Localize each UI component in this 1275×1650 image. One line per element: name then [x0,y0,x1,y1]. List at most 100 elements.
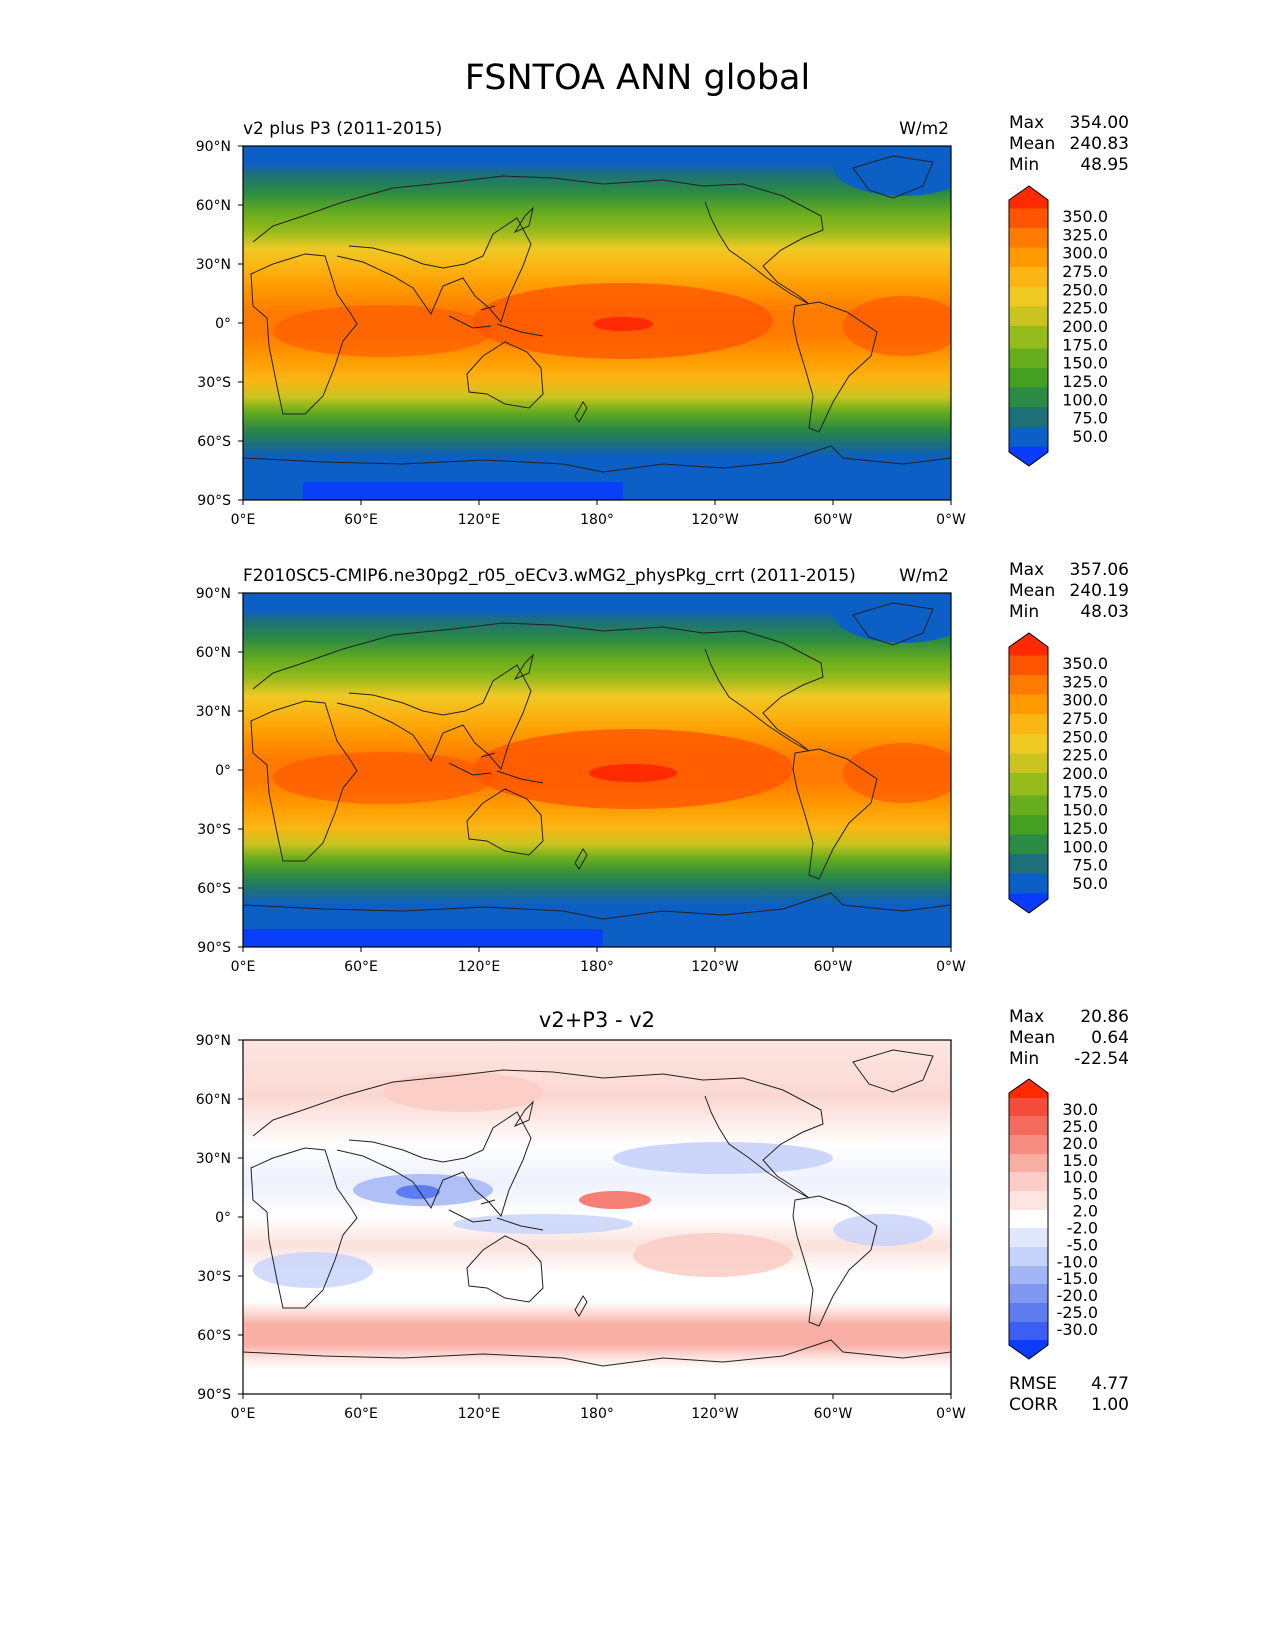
lat-tick-label: 90°N [196,139,231,155]
lon-tick-label: 60°W [814,512,853,528]
colorbar-tick-label: 5.0 [1073,1185,1098,1204]
stat-label: Max [1009,113,1044,133]
colorbar-tick-label: 225.0 [1062,299,1108,318]
stat-value: 4.77 [1091,1374,1129,1394]
panel-3-colorbar: 30.025.020.015.010.05.02.0-2.0-5.0-10.0-… [1008,1078,1098,1360]
panel-2-stats: Max 357.06 Mean 240.19 Min 48.03 [1009,560,1129,622]
panel-3-map: 90°N 60°N 30°N 0° 30°S 60°S 90°S0°E 60°E 120°E 18… [196,1033,966,1422]
colorbar-tick-label: 150.0 [1062,354,1108,373]
lat-tick-label: 30°S [197,1269,231,1285]
colorbar-tick-label: 200.0 [1062,317,1108,336]
panel-2-antarctic-min [243,929,603,947]
lon-tick-label: 120°W [691,1406,739,1422]
colorbar-tick-label: 275.0 [1062,709,1108,728]
colorbar-tick-label: -5.0 [1067,1235,1098,1254]
colorbar-tick-label: 50.0 [1072,874,1108,893]
panel-2-greenland-low [833,593,951,643]
panel-2-units: W/m2 [899,566,949,586]
lat-tick-label: 60°N [196,645,231,661]
panel-2-max-region [589,764,677,782]
colorbar-tick-label: 350.0 [1062,654,1108,673]
stat-value: 0.64 [1091,1028,1129,1048]
panel-3-positive-anomaly-south-pacific [633,1233,793,1277]
colorbar-tick-label: 300.0 [1062,691,1108,710]
panel-3-negative-anomaly-pacific [613,1142,833,1174]
colorbar-tick-label: 200.0 [1062,764,1108,783]
colorbar-tick-label: -30.0 [1057,1320,1098,1339]
panel-2-ticks: 90°N 60°N 30°N 0° 30°S 60°S 90°S0°E 60°E 120°E 18… [196,586,966,975]
lon-tick-label: 0°W [936,1406,966,1422]
panel-2-map: 90°N 60°N 30°N 0° 30°S 60°S 90°S0°E 60°E 120°E 18… [196,586,966,975]
colorbar-tick-label: 75.0 [1072,409,1108,428]
colorbar-tick-label: 30.0 [1062,1100,1098,1119]
stat-label: Max [1009,1007,1044,1027]
colorbar-tick-label: 75.0 [1072,856,1108,875]
panel-2-left-title: F2010SC5-CMIP6.ne30pg2_r05_oECv3.wMG2_ph… [243,566,856,586]
lon-tick-label: 120°E [458,512,501,528]
lon-tick-label: 60°E [344,959,378,975]
panel-3-negative-anomaly-atlantic [833,1214,933,1246]
lat-tick-label: 90°S [197,1387,231,1403]
lat-tick-label: 60°S [197,434,231,450]
panel-1-max-region [593,317,653,331]
lat-tick-label: 0° [215,316,231,332]
colorbar-tick-label: 50.0 [1072,427,1108,446]
colorbar-tick-label: 100.0 [1062,837,1108,856]
lat-tick-label: 60°N [196,198,231,214]
panel-3-bottom-stats: RMSE 4.77 CORR 1.00 [1009,1374,1129,1415]
lat-tick-label: 30°N [196,257,231,273]
colorbar-tick-label: -2.0 [1067,1218,1098,1237]
panel-1-map: 90°N 60°N 30°N 0° 30°S 60°S 90°S0°E 60°E 120°E 18… [196,139,966,528]
panel-3-negative-anomaly-south-atlantic [253,1252,373,1288]
panel-1-atlantic-band [843,296,951,356]
stat-label: Max [1009,560,1044,580]
panel-2-indian-ocean-band [273,752,493,804]
stat-value: 48.95 [1080,155,1129,175]
panel-3: v2+P3 - v2 90°N 60°N 30°N 0° 30°S 60°S 90°S0°E… [196,1007,1129,1422]
colorbar-tick-label: -10.0 [1057,1252,1098,1271]
lon-tick-label: 120°E [458,959,501,975]
lon-tick-label: 180° [580,512,614,528]
colorbar-tick-label: 125.0 [1062,372,1108,391]
lat-tick-label: 0° [215,1210,231,1226]
panel-1-stats: Max 354.00 Mean 240.83 Min 48.95 [1009,113,1129,175]
colorbar-tick-label: 250.0 [1062,280,1108,299]
stat-value: 240.83 [1070,134,1129,154]
stat-label: Mean [1009,581,1055,601]
stat-value: 48.03 [1080,602,1129,622]
stat-value: 20.86 [1080,1007,1129,1027]
colorbar-tick-label: 20.0 [1062,1134,1098,1153]
lat-tick-label: 30°N [196,1151,231,1167]
panel-3-bay-of-bengal-min [396,1185,440,1199]
lon-tick-label: 0°W [936,959,966,975]
panel-3-positive-anomaly-siberia [383,1072,543,1112]
lon-tick-label: 0°E [231,959,256,975]
colorbar-tick-label: 325.0 [1062,225,1108,244]
lon-tick-label: 180° [580,959,614,975]
lat-tick-label: 90°N [196,1033,231,1049]
stat-value: 357.06 [1070,560,1129,580]
colorbar-tick-label: 100.0 [1062,390,1108,409]
panel-2-atlantic-band [843,743,951,803]
stat-value: 1.00 [1091,1395,1129,1415]
lon-tick-label: 120°E [458,1406,501,1422]
lon-tick-label: 60°E [344,1406,378,1422]
panel-2: F2010SC5-CMIP6.ne30pg2_r05_oECv3.wMG2_ph… [196,560,1129,975]
lat-tick-label: 60°S [197,881,231,897]
colorbar-tick-label: 325.0 [1062,672,1108,691]
lon-tick-label: 60°E [344,512,378,528]
lon-tick-label: 120°W [691,512,739,528]
colorbar-tick-label: 10.0 [1062,1168,1098,1187]
panel-3-positive-anomaly-dateline [579,1191,651,1209]
lat-tick-label: 30°S [197,375,231,391]
stat-label: Mean [1009,1028,1055,1048]
stat-value: 240.19 [1070,581,1129,601]
panel-3-title: v2+P3 - v2 [539,1008,655,1032]
lat-tick-label: 90°S [197,940,231,956]
colorbar-tick-label: 350.0 [1062,207,1108,226]
stat-value: -22.54 [1074,1049,1129,1069]
stat-label: RMSE [1009,1374,1057,1394]
lat-tick-label: 30°S [197,822,231,838]
colorbar-tick-label: 125.0 [1062,819,1108,838]
